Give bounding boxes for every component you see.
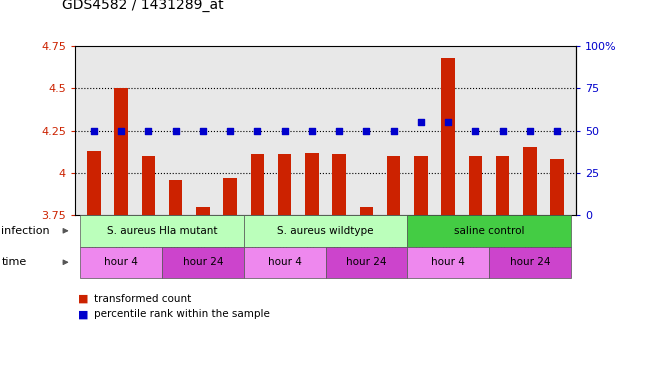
Bar [223,178,237,215]
Point [171,127,181,134]
Point [443,119,453,125]
Point [361,127,372,134]
Point [525,127,535,134]
Bar [251,154,264,215]
Bar [115,88,128,215]
Point [470,127,480,134]
Point [552,127,562,134]
Point [225,127,236,134]
Bar [305,152,319,215]
Text: GDS4582 / 1431289_at: GDS4582 / 1431289_at [62,0,223,12]
Bar [169,180,182,215]
Bar [441,58,455,215]
Bar [87,151,101,215]
Bar [278,154,292,215]
Bar [332,154,346,215]
Text: hour 4: hour 4 [431,257,465,267]
Point [307,127,317,134]
Point [415,119,426,125]
Text: time: time [1,257,27,267]
Text: ■: ■ [78,294,89,304]
Text: hour 4: hour 4 [104,257,138,267]
Text: hour 24: hour 24 [346,257,387,267]
Text: S. aureus wildtype: S. aureus wildtype [277,226,374,236]
Bar [469,156,482,215]
Bar [414,156,428,215]
Point [143,127,154,134]
Bar [387,156,400,215]
Text: hour 4: hour 4 [268,257,301,267]
Text: percentile rank within the sample: percentile rank within the sample [94,310,270,319]
Point [389,127,399,134]
Text: infection: infection [1,226,50,236]
Point [334,127,344,134]
Bar [359,207,373,215]
Bar [496,156,509,215]
Text: transformed count: transformed count [94,294,191,304]
Text: hour 24: hour 24 [183,257,223,267]
Text: saline control: saline control [454,226,524,236]
Point [252,127,262,134]
Bar [196,207,210,215]
Point [116,127,126,134]
Bar [550,159,564,215]
Text: ■: ■ [78,310,89,319]
Text: S. aureus Hla mutant: S. aureus Hla mutant [107,226,217,236]
Point [279,127,290,134]
Point [497,127,508,134]
Bar [142,156,155,215]
Text: hour 24: hour 24 [510,257,550,267]
Bar [523,147,536,215]
Point [198,127,208,134]
Point [89,127,99,134]
